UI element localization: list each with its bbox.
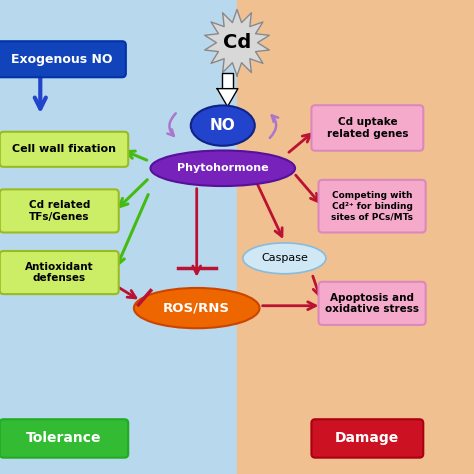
Bar xyxy=(0,0,237,474)
Text: Apoptosis and
oxidative stress: Apoptosis and oxidative stress xyxy=(325,292,419,314)
FancyBboxPatch shape xyxy=(0,190,118,232)
Text: NO: NO xyxy=(210,118,236,133)
Polygon shape xyxy=(205,9,269,76)
FancyBboxPatch shape xyxy=(0,251,118,294)
FancyBboxPatch shape xyxy=(0,419,128,458)
Text: Exogenous NO: Exogenous NO xyxy=(11,53,112,66)
Text: Phytohormone: Phytohormone xyxy=(177,163,269,173)
FancyBboxPatch shape xyxy=(0,132,128,167)
Ellipse shape xyxy=(191,106,255,146)
Bar xyxy=(222,73,233,89)
Text: Cd uptake
related genes: Cd uptake related genes xyxy=(327,117,408,139)
Ellipse shape xyxy=(151,151,295,186)
FancyBboxPatch shape xyxy=(0,41,126,77)
Ellipse shape xyxy=(134,288,259,328)
Text: Caspase: Caspase xyxy=(261,253,308,264)
Text: Cd: Cd xyxy=(223,33,251,52)
Ellipse shape xyxy=(243,243,326,274)
Bar xyxy=(237,0,474,474)
Text: Cd related
TFs/Genes: Cd related TFs/Genes xyxy=(28,200,90,222)
Text: Antioxidant
defenses: Antioxidant defenses xyxy=(25,262,93,283)
Text: Competing with
Cd²⁺ for binding
sites of PCs/MTs: Competing with Cd²⁺ for binding sites of… xyxy=(331,191,413,221)
FancyBboxPatch shape xyxy=(319,282,426,325)
Text: Damage: Damage xyxy=(335,431,400,446)
FancyBboxPatch shape xyxy=(311,105,423,151)
Text: Cell wall fixation: Cell wall fixation xyxy=(12,144,116,155)
FancyBboxPatch shape xyxy=(319,180,426,233)
Polygon shape xyxy=(217,89,238,107)
Text: ROS/RNS: ROS/RNS xyxy=(163,301,230,315)
FancyBboxPatch shape xyxy=(311,419,423,458)
Text: Tolerance: Tolerance xyxy=(26,431,102,446)
